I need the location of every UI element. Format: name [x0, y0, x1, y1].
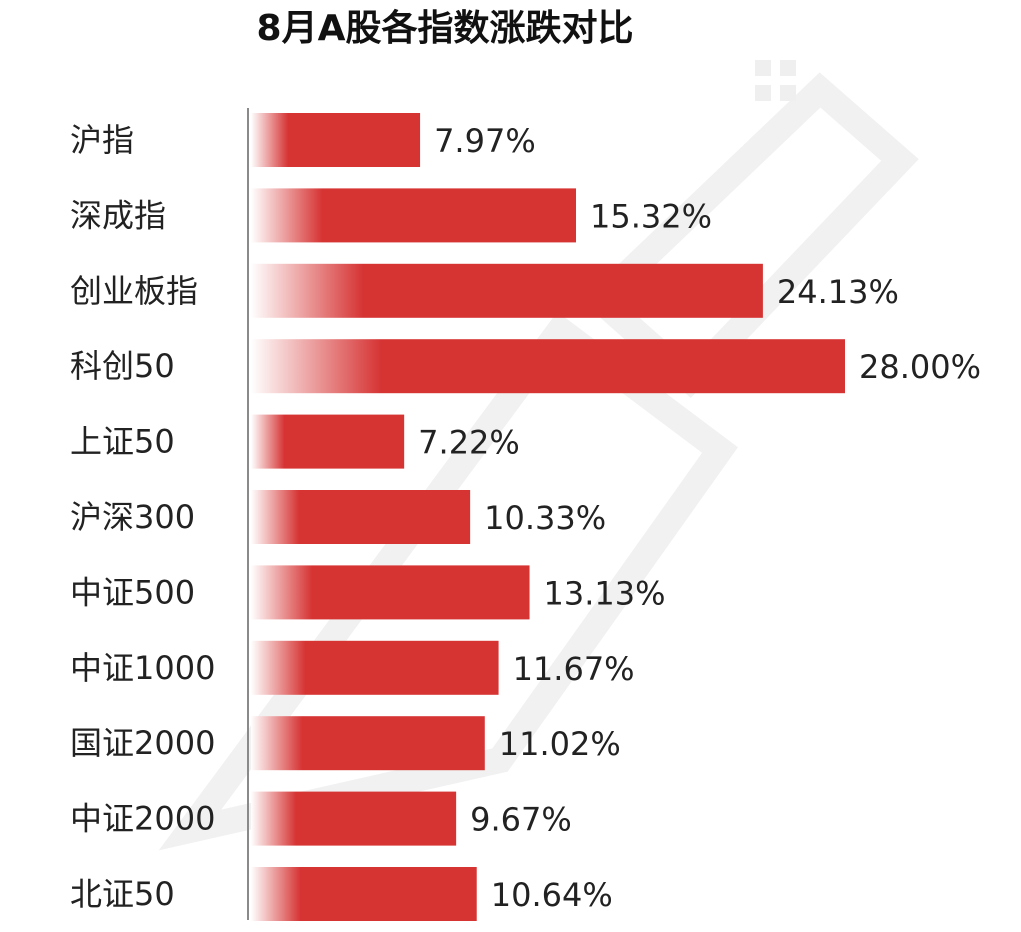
bar-4 — [251, 339, 845, 394]
category-label-11: 北证50 — [70, 875, 175, 913]
value-label-10: 9.67% — [470, 801, 572, 839]
bar-9 — [251, 716, 485, 771]
bar-10 — [251, 791, 457, 846]
bars-group — [251, 113, 845, 921]
bar-7 — [251, 565, 530, 620]
category-label-7: 中证500 — [70, 573, 195, 611]
bar-5 — [251, 414, 405, 469]
value-label-9: 11.02% — [499, 725, 621, 763]
category-label-4: 科创50 — [70, 347, 175, 385]
bar-11 — [251, 867, 477, 921]
value-label-1: 7.97% — [434, 122, 536, 160]
value-label-5: 7.22% — [418, 424, 520, 462]
category-label-8: 中证1000 — [70, 649, 215, 687]
value-label-4: 28.00% — [859, 348, 981, 386]
chart-title: 8月A股各指数涨跌对比 — [257, 8, 634, 49]
value-label-2: 15.32% — [590, 197, 712, 235]
value-label-8: 11.67% — [513, 650, 635, 688]
value-labels: 7.97% 15.32% 24.13% 28.00% 7.22% 10.33% 13.13%… — [418, 122, 981, 914]
bar-3 — [251, 263, 763, 318]
value-label-7: 13.13% — [544, 574, 666, 612]
bar-8 — [251, 640, 499, 695]
category-label-2: 深成指 — [70, 196, 166, 234]
category-label-10: 中证2000 — [70, 800, 215, 838]
category-label-5: 上证50 — [70, 423, 175, 461]
bar-6 — [251, 490, 471, 544]
category-label-1: 沪指 — [70, 121, 134, 159]
bar-2 — [251, 188, 577, 243]
value-label-6: 10.33% — [484, 499, 606, 537]
category-label-9: 国证2000 — [70, 724, 215, 762]
category-label-6: 沪深300 — [70, 498, 195, 536]
bar-1 — [251, 113, 421, 167]
value-label-11: 10.64% — [491, 876, 613, 914]
category-label-3: 创业板指 — [70, 272, 198, 310]
value-label-3: 24.13% — [777, 273, 899, 311]
